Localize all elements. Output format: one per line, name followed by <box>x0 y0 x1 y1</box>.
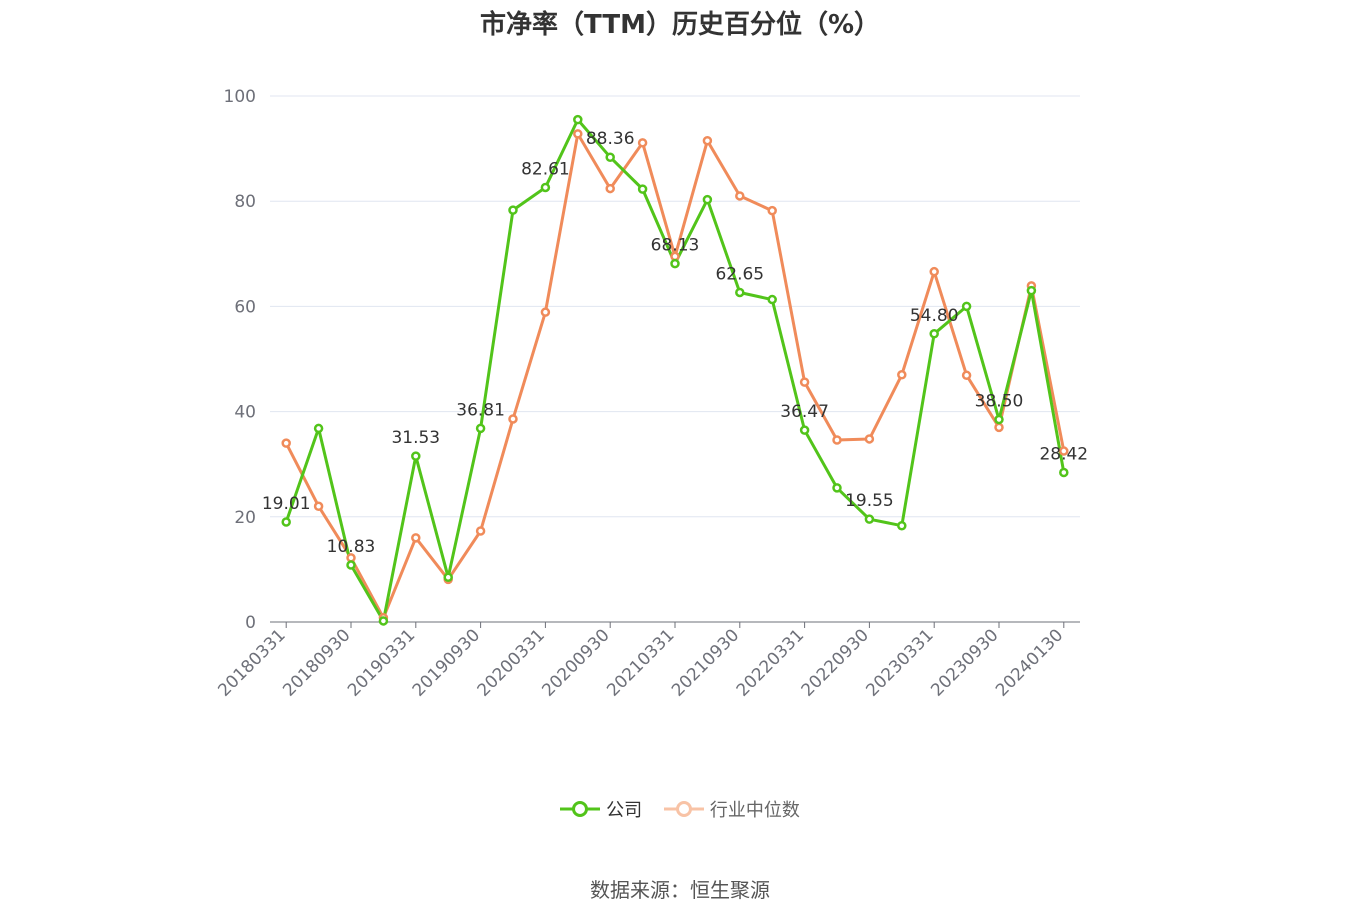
chart-title: 市净率（TTM）历史百分位（%） <box>480 10 880 40</box>
legend: 公司 行业中位数 <box>0 796 1360 824</box>
data-point[interactable] <box>378 616 389 626</box>
data-point[interactable] <box>313 423 324 434</box>
x-tick-label: 20230930 <box>927 625 1002 700</box>
x-tick-label: 20210930 <box>668 625 743 700</box>
data-label: 10.83 <box>327 537 376 557</box>
data-point[interactable] <box>799 425 810 435</box>
y-axis-ticks: 0 20 40 60 80 100 <box>224 87 256 633</box>
data-label: 36.47 <box>780 402 829 422</box>
data-point[interactable] <box>897 520 907 531</box>
x-axis: 2018033120180930201903312019093020200331… <box>214 621 1080 701</box>
data-point[interactable] <box>994 422 1004 433</box>
data-label: 36.81 <box>456 400 505 420</box>
series-line-1 <box>284 132 1066 620</box>
x-tick-label: 20190930 <box>409 625 484 700</box>
data-point[interactable] <box>281 438 291 448</box>
data-point[interactable] <box>637 138 648 148</box>
data-label: 19.55 <box>845 491 894 511</box>
data-point[interactable] <box>508 205 518 215</box>
data-point[interactable] <box>929 266 939 277</box>
x-tick-label: 20190331 <box>344 625 419 700</box>
data-point[interactable] <box>767 205 777 216</box>
data-point[interactable] <box>281 517 291 527</box>
data-point[interactable] <box>799 377 810 387</box>
y-tick-label: 20 <box>234 508 256 528</box>
legend-industry-label: 行业中位数 <box>709 800 800 821</box>
y-tick-label: 40 <box>234 403 256 423</box>
source-note: 数据来源：恒生聚源 <box>590 878 770 902</box>
x-tick-label: 20240130 <box>992 625 1067 700</box>
series-lines <box>284 118 1066 623</box>
data-point[interactable] <box>832 435 842 445</box>
data-labels: 19.01 10.83 31.53 36.81 82.61 88.36 68.13 62.65… <box>262 129 1088 557</box>
data-point[interactable] <box>735 191 745 201</box>
data-label: 54.80 <box>910 306 959 326</box>
data-label: 38.50 <box>975 391 1024 411</box>
data-point[interactable] <box>313 501 324 512</box>
data-point[interactable] <box>961 370 972 381</box>
data-point[interactable] <box>832 483 842 493</box>
data-point[interactable] <box>637 184 648 194</box>
legend-item-company[interactable]: 公司 <box>560 796 642 822</box>
legend-industry-icon <box>663 801 704 817</box>
data-point[interactable] <box>1026 285 1037 296</box>
legend-company-icon <box>560 801 601 817</box>
x-tick-label: 20210331 <box>603 625 678 700</box>
data-label: 62.65 <box>715 264 764 284</box>
data-point[interactable] <box>508 414 518 424</box>
data-point[interactable] <box>994 414 1004 425</box>
series-line-0 <box>284 118 1066 623</box>
data-point[interactable] <box>411 451 421 461</box>
data-point[interactable] <box>573 129 583 139</box>
data-point[interactable] <box>702 194 713 205</box>
data-label: 28.42 <box>1039 445 1088 465</box>
data-point[interactable] <box>573 114 583 125</box>
data-label: 68.13 <box>651 236 700 256</box>
data-point[interactable] <box>605 183 615 194</box>
data-point[interactable] <box>540 307 551 317</box>
y-tick-label: 80 <box>234 192 256 212</box>
x-tick-label: 20220331 <box>733 625 808 700</box>
data-point[interactable] <box>767 294 777 305</box>
data-point[interactable] <box>670 258 680 269</box>
data-point[interactable] <box>1059 467 1069 478</box>
data-point[interactable] <box>411 533 421 543</box>
x-tick-label: 20230331 <box>862 625 937 700</box>
data-label: 19.01 <box>262 494 311 514</box>
x-tick-label: 20220930 <box>798 625 873 700</box>
data-label: 31.53 <box>391 428 440 448</box>
data-point[interactable] <box>961 301 972 312</box>
data-point[interactable] <box>475 526 486 536</box>
y-tick-label: 0 <box>245 613 256 633</box>
series-points <box>281 114 1069 626</box>
data-point[interactable] <box>443 572 453 583</box>
data-point[interactable] <box>864 514 875 524</box>
legend-company-label: 公司 <box>606 800 643 821</box>
legend-item-industry[interactable]: 行业中位数 <box>663 796 800 822</box>
data-point[interactable] <box>702 135 713 146</box>
data-point[interactable] <box>735 287 745 298</box>
x-tick-label: 20180331 <box>214 625 289 700</box>
y-tick-label: 60 <box>234 297 256 317</box>
data-point[interactable] <box>605 152 615 162</box>
data-point[interactable] <box>475 423 486 434</box>
data-point[interactable] <box>929 329 939 339</box>
data-point[interactable] <box>346 560 356 570</box>
line-chart: 0 20 40 60 80 100 201803312018093020190331201… <box>214 87 1088 701</box>
data-point[interactable] <box>1059 446 1069 456</box>
data-point[interactable] <box>897 370 907 380</box>
x-tick-label: 20200331 <box>474 625 549 700</box>
data-label: 82.61 <box>521 159 570 179</box>
data-label: 88.36 <box>586 129 635 149</box>
x-tick-label: 20200930 <box>538 625 613 700</box>
y-tick-label: 100 <box>224 87 256 107</box>
data-point[interactable] <box>540 182 551 193</box>
x-tick-label: 20180930 <box>279 625 354 700</box>
data-point[interactable] <box>864 434 875 444</box>
